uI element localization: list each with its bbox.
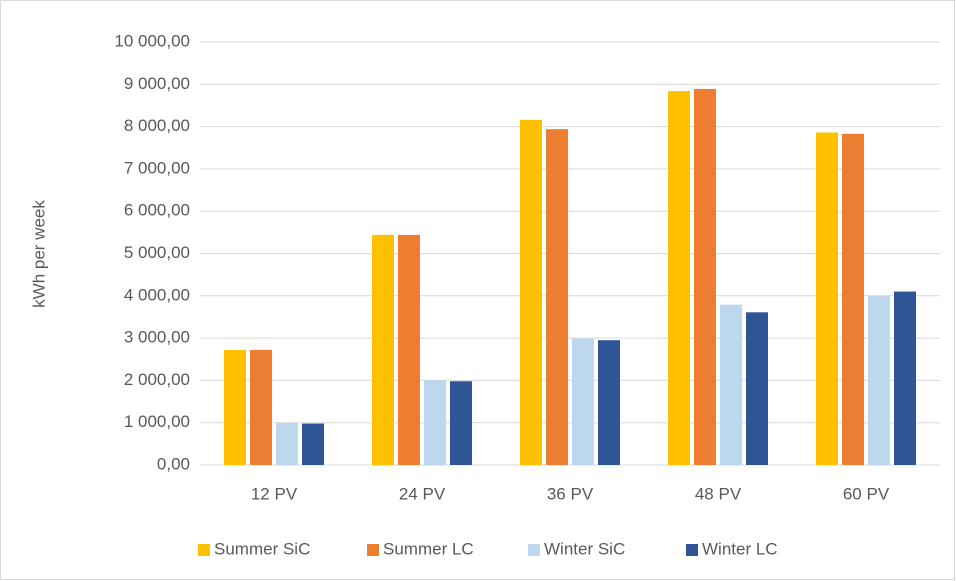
legend-swatch: [686, 544, 698, 556]
bar: [746, 312, 768, 465]
x-tick-label: 36 PV: [547, 484, 594, 503]
y-tick-label: 3 000,00: [124, 328, 190, 347]
bar: [572, 338, 594, 465]
y-tick-label: 1 000,00: [124, 412, 190, 431]
y-tick-label: 0,00: [157, 454, 190, 473]
legend-label: Summer LC: [383, 539, 474, 558]
bar: [250, 349, 272, 465]
legend-label: Summer SiC: [214, 539, 310, 558]
legend-swatch: [198, 544, 210, 556]
bar: [372, 234, 394, 465]
y-axis-label: kWh per week: [29, 200, 48, 308]
bar: [450, 381, 472, 465]
bar: [424, 380, 446, 465]
legend-swatch: [367, 544, 379, 556]
x-tick-label: 12 PV: [251, 484, 298, 503]
y-tick-label: 10 000,00: [114, 31, 190, 50]
bar: [598, 340, 620, 465]
y-tick-label: 8 000,00: [124, 116, 190, 135]
y-tick-label: 4 000,00: [124, 285, 190, 304]
bar: [816, 132, 838, 465]
legend-swatch: [528, 544, 540, 556]
bar: [694, 88, 716, 465]
bar: [842, 133, 864, 465]
y-tick-label: 9 000,00: [124, 74, 190, 93]
bar: [894, 291, 916, 465]
y-tick-label: 5 000,00: [124, 243, 190, 262]
legend-label: Winter LC: [702, 539, 778, 558]
bar: [520, 119, 542, 465]
x-tick-label: 48 PV: [695, 484, 742, 503]
bar: [224, 349, 246, 465]
bar: [868, 295, 890, 465]
bar: [276, 422, 298, 465]
bar: [720, 304, 742, 465]
y-tick-label: 2 000,00: [124, 370, 190, 389]
y-tick-label: 7 000,00: [124, 158, 190, 177]
bar: [546, 129, 568, 465]
legend-label: Winter SiC: [544, 539, 625, 558]
bar: [668, 91, 690, 466]
bar: [398, 234, 420, 465]
bar: [302, 423, 324, 465]
y-tick-label: 6 000,00: [124, 201, 190, 220]
x-tick-label: 24 PV: [399, 484, 446, 503]
x-tick-label: 60 PV: [843, 484, 890, 503]
